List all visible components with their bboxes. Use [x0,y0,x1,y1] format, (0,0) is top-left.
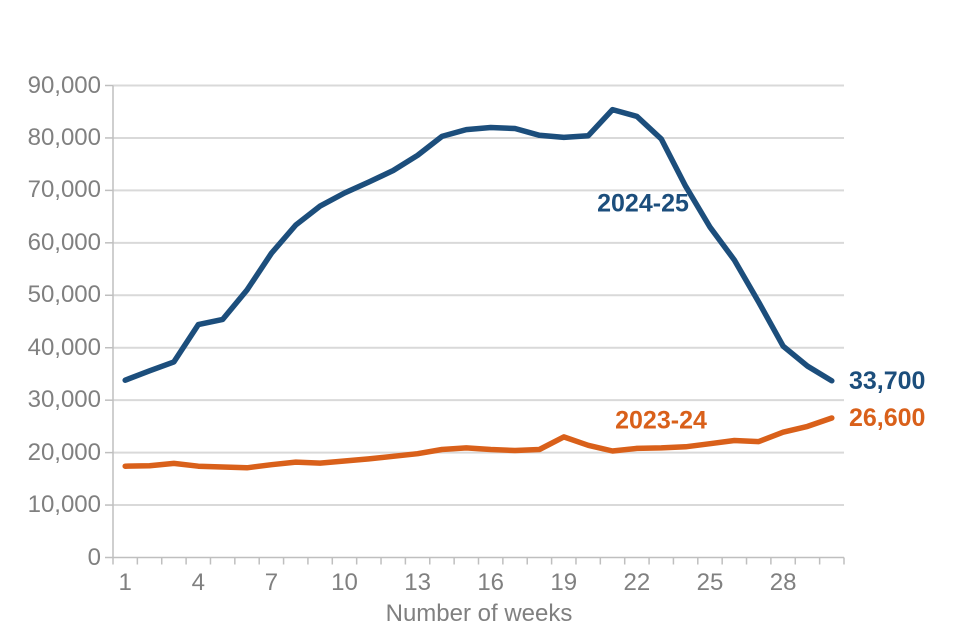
x-axis-tick-label: 25 [696,569,724,596]
series-label-2024-25: 2024-25 [597,189,689,218]
x-axis-tick-label: 19 [550,569,578,596]
series-line-2024-25 [122,106,835,384]
end-value-label-2024-25: 33,700 [849,367,926,395]
x-axis-tick-label: 13 [404,569,431,596]
x-axis-tick-label: 22 [623,569,651,596]
y-axis-tick-label: 50,000 [27,281,101,309]
x-axis-tick-label: 10 [331,569,358,596]
y-axis-tick-label: 30,000 [27,386,101,414]
series-line-2023-24 [122,415,835,471]
gridlines [113,84,844,507]
y-axis-tick-label: 60,000 [27,228,101,256]
series-label-2023-24: 2023-24 [615,406,707,435]
x-axis-title: Number of weeks [385,600,573,627]
y-axis-tick-label: 90,000 [27,71,101,99]
x-axis-tick-label: 4 [191,569,205,596]
y-axis-tick-label: 0 [87,543,101,571]
y-axis-tick-label: 20,000 [27,438,101,466]
x-axis-tick-label: 7 [264,569,279,596]
x-axis-tick-label: 28 [769,569,797,596]
end-value-label-2023-24: 26,600 [849,404,926,432]
series-lines [122,106,835,471]
y-axis-tick-label: 70,000 [27,176,101,204]
x-axis-tick-label: 16 [477,569,505,596]
x-axis-tick-label: 1 [118,569,132,596]
axes [105,84,845,565]
y-axis-tick-label: 10,000 [27,491,101,519]
y-axis-tick-label: 80,000 [27,123,101,151]
y-axis-tick-label: 40,000 [27,333,101,361]
